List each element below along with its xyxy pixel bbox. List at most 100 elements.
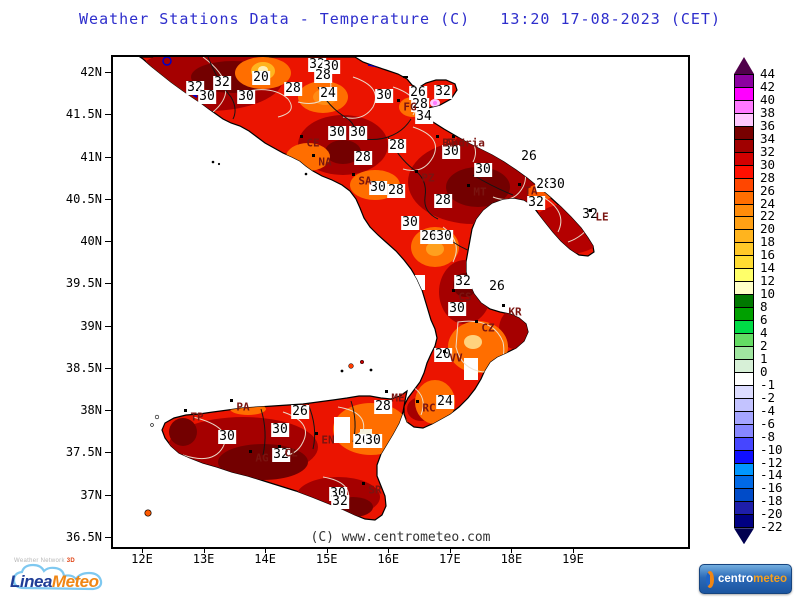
- colorbar-band: [734, 410, 754, 425]
- city-code-label: EN: [321, 433, 335, 447]
- colorbar-band: [734, 501, 754, 516]
- city-code-label: TA: [524, 184, 538, 198]
- city-code-label: CL: [284, 446, 298, 460]
- lon-tick-label: 18E: [500, 552, 523, 566]
- lon-tick-label: 12E: [131, 552, 153, 566]
- colorbar-tick-label: -14: [760, 467, 783, 483]
- station-temp-label: 32: [581, 207, 599, 222]
- station-temp-label: 32: [213, 75, 231, 90]
- page-title: Weather Stations Data - Temperature (C) …: [79, 10, 721, 28]
- colorbar-tick-label: 26: [760, 182, 776, 198]
- station-temp-label: 32: [434, 84, 452, 99]
- lat-tick-mark: [105, 241, 112, 243]
- colorbar-band: [734, 138, 754, 153]
- colorbar-tick-label: 34: [760, 130, 776, 146]
- station-temp-label: 32: [272, 447, 290, 462]
- station-temp-label: 30: [474, 162, 492, 177]
- station-temp-label: 30: [364, 433, 382, 448]
- city-code-label: SR: [368, 483, 382, 497]
- station-temp-label: 26: [520, 149, 538, 164]
- lat-tick-mark: [105, 198, 112, 200]
- station-temp-label: 28: [387, 183, 405, 198]
- city-dot: [452, 289, 455, 292]
- station-temp-label: 30: [369, 180, 387, 195]
- colorbar-band: [734, 462, 754, 477]
- city-dot: [589, 209, 592, 212]
- city-code-label: PZ: [421, 171, 435, 185]
- lat-tick-mark: [105, 536, 112, 538]
- station-temp-label: 30: [271, 422, 289, 437]
- station-temp-label: 28: [411, 97, 429, 112]
- city-dot: [249, 450, 252, 453]
- lon-tick-mark: [326, 547, 328, 553]
- colorbar-arrow-down: [734, 528, 754, 545]
- colorbar-band: [734, 86, 754, 101]
- lat-tick-label: 40.5N: [65, 191, 102, 206]
- lon-tick-mark: [449, 547, 451, 553]
- colorbar-band: [734, 151, 754, 166]
- city-code-label: BT: [442, 136, 456, 150]
- colorbar-band: [734, 242, 754, 257]
- lon-tick-label: 19E: [562, 552, 584, 566]
- station-temp-label: 28: [284, 81, 302, 96]
- city-dot: [467, 184, 470, 187]
- city-dot: [416, 400, 419, 403]
- colorbar-band: [734, 449, 754, 464]
- lat-tick-mark: [105, 114, 112, 116]
- station-temp-label: 30: [349, 125, 367, 140]
- lat-tick-label: 42N: [80, 65, 102, 79]
- centrometeo-logo[interactable]: centrometeo: [699, 564, 792, 594]
- colorbar-band: [734, 307, 754, 322]
- colorbar-band: [734, 423, 754, 438]
- colorbar-tick-label: 18: [760, 234, 776, 250]
- colorbar-arrow-up: [734, 57, 754, 74]
- lat-tick-mark: [105, 325, 112, 327]
- city-dot: [352, 173, 355, 176]
- city-dot: [300, 135, 303, 138]
- colorbar-band: [734, 281, 754, 296]
- lineameteo-logo[interactable]: Weather Network 3D LineaMeteo: [6, 556, 110, 598]
- colorbar-tick-label: 38: [760, 104, 776, 120]
- station-temp-label: 34: [415, 109, 433, 124]
- colorbar-band: [734, 74, 754, 88]
- city-dot: [278, 445, 281, 448]
- city-code-label: Andria: [445, 136, 485, 150]
- colorbar-band: [734, 216, 754, 231]
- station-temp-label: 24: [436, 394, 454, 409]
- colorbar-band: [734, 488, 754, 503]
- city-dot: [385, 390, 388, 393]
- colorbar-tick-label: 12: [760, 273, 776, 289]
- city-code-label: CE: [306, 136, 320, 150]
- station-temp-label: 26: [409, 85, 427, 100]
- station-temp-label: 30: [401, 215, 419, 230]
- colorbar-band: [734, 112, 754, 127]
- lat-tick-label: 37N: [80, 487, 102, 502]
- city-dot: [475, 320, 478, 323]
- station-temp-label: 28: [354, 150, 372, 165]
- lat-tick-mark: [105, 367, 112, 369]
- colorbar-tick-label: 4: [760, 325, 768, 340]
- map-frame: 32 30 32 30 20 28 32 30 28 24 30 26 28 34 32 30 30 28 28 30…: [111, 55, 690, 549]
- city-code-label: CZ: [481, 321, 495, 335]
- city-code-label: MT: [473, 185, 487, 199]
- colorbar-tick-label: -22: [760, 519, 783, 535]
- station-temp-label: 20: [252, 70, 270, 85]
- lat-tick-mark: [105, 452, 112, 454]
- lon-tick-label: 14E: [254, 552, 276, 566]
- city-dot: [397, 99, 400, 102]
- colorbar-tick-label: 42: [760, 78, 776, 94]
- station-temp-label: 26: [488, 279, 506, 294]
- colorbar-tick-label: 2: [760, 337, 768, 353]
- lat-tick-label: 38.5N: [65, 360, 102, 375]
- colorbar-tick-label: -8: [760, 428, 776, 444]
- lat-tick-label: 36.5N: [65, 529, 102, 544]
- colorbar-tick-label: 10: [760, 286, 776, 302]
- city-code-label: CS: [458, 290, 472, 304]
- city-dot: [436, 135, 439, 138]
- city-code-label: PA: [236, 400, 250, 414]
- colorbar-tick-label: 36: [760, 117, 776, 133]
- city-code-label: ME: [391, 391, 405, 405]
- station-temp-label: 24: [319, 86, 337, 101]
- lon-tick-mark: [388, 547, 390, 553]
